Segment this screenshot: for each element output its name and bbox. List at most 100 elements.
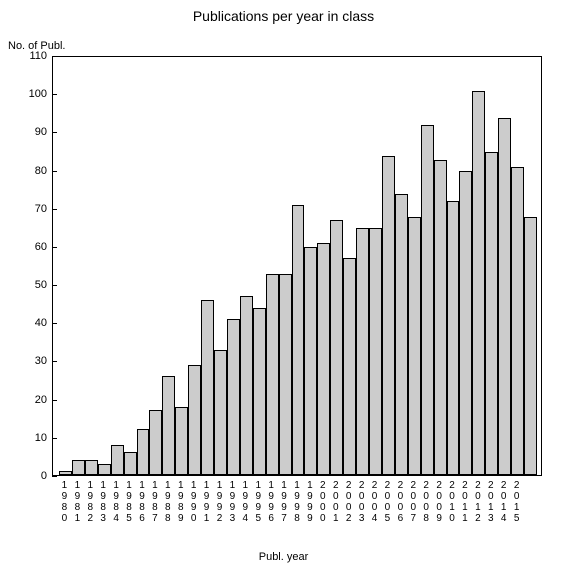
xtick-label: 2012 [473, 480, 483, 524]
ytick-mark [52, 56, 57, 57]
ytick-label: 40 [17, 317, 47, 329]
xtick-label: 2003 [357, 480, 367, 524]
bar [434, 160, 447, 475]
xtick-label: 2008 [421, 480, 431, 524]
bar [524, 217, 537, 475]
xtick-label: 1986 [137, 480, 147, 524]
bar [266, 274, 279, 475]
ytick-mark [52, 171, 57, 172]
bar [498, 118, 511, 475]
bar [382, 156, 395, 475]
bar [330, 220, 343, 475]
bar [369, 228, 382, 475]
ytick-mark [52, 361, 57, 362]
ytick-mark [52, 247, 57, 248]
xtick-label: 1998 [292, 480, 302, 524]
xtick-label: 1985 [124, 480, 134, 524]
ytick-mark [52, 285, 57, 286]
xtick-label: 2010 [447, 480, 457, 524]
xtick-label: 1982 [85, 480, 95, 524]
bar [408, 217, 421, 475]
ytick-label: 10 [17, 432, 47, 444]
ytick-label: 0 [17, 470, 47, 482]
bar [472, 91, 485, 475]
ytick-label: 80 [17, 165, 47, 177]
xtick-label: 1991 [202, 480, 212, 524]
xtick-label: 2002 [344, 480, 354, 524]
bar [137, 429, 150, 475]
bar [447, 201, 460, 475]
xtick-label: 1992 [214, 480, 224, 524]
ytick-mark [52, 94, 57, 95]
ytick-mark [52, 132, 57, 133]
bar [304, 247, 317, 475]
bar [188, 365, 201, 475]
bar [201, 300, 214, 475]
bar [162, 376, 175, 475]
chart-container: Publications per year in class No. of Pu… [0, 0, 567, 567]
xtick-label: 2006 [395, 480, 405, 524]
xtick-label: 2015 [512, 480, 522, 524]
ytick-label: 90 [17, 126, 47, 138]
ytick-label: 100 [17, 88, 47, 100]
bar [175, 407, 188, 475]
ytick-label: 20 [17, 394, 47, 406]
bar [279, 274, 292, 475]
bar [59, 471, 72, 475]
xtick-label: 2004 [370, 480, 380, 524]
bar [149, 410, 162, 475]
bar [72, 460, 85, 475]
ytick-mark [52, 209, 57, 210]
bar [395, 194, 408, 475]
bar [343, 258, 356, 475]
ytick-mark [52, 438, 57, 439]
xtick-label: 1993 [227, 480, 237, 524]
xtick-label: 1997 [279, 480, 289, 524]
xtick-label: 1981 [72, 480, 82, 524]
plot-area [52, 56, 542, 476]
xtick-label: 2000 [318, 480, 328, 524]
xtick-label: 1987 [150, 480, 160, 524]
bar [292, 205, 305, 475]
xtick-label: 1988 [163, 480, 173, 524]
bar [124, 452, 137, 475]
ytick-label: 30 [17, 355, 47, 367]
chart-title: Publications per year in class [0, 8, 567, 24]
ytick-mark [52, 400, 57, 401]
bar [98, 464, 111, 475]
bar [85, 460, 98, 475]
bar [214, 350, 227, 475]
xtick-label: 2009 [434, 480, 444, 524]
ytick-label: 110 [17, 50, 47, 62]
x-axis-label: Publ. year [0, 551, 567, 563]
bar [421, 125, 434, 475]
xtick-label: 2007 [408, 480, 418, 524]
ytick-label: 60 [17, 241, 47, 253]
bar [485, 152, 498, 475]
bar [240, 296, 253, 475]
xtick-label: 1995 [253, 480, 263, 524]
bar [511, 167, 524, 475]
xtick-label: 2001 [331, 480, 341, 524]
xtick-label: 1994 [240, 480, 250, 524]
xtick-label: 2014 [499, 480, 509, 524]
xtick-label: 2013 [486, 480, 496, 524]
xtick-label: 1980 [59, 480, 69, 524]
bar [317, 243, 330, 475]
xtick-label: 1990 [189, 480, 199, 524]
bar [227, 319, 240, 475]
xtick-label: 1984 [111, 480, 121, 524]
xtick-label: 1983 [98, 480, 108, 524]
xtick-label: 2011 [460, 480, 470, 524]
xtick-label: 1989 [176, 480, 186, 524]
ytick-mark [52, 323, 57, 324]
xtick-label: 1999 [305, 480, 315, 524]
ytick-label: 50 [17, 279, 47, 291]
bar [111, 445, 124, 475]
bar [253, 308, 266, 475]
ytick-mark [52, 476, 57, 477]
bar [459, 171, 472, 475]
bar [356, 228, 369, 475]
ytick-label: 70 [17, 203, 47, 215]
xtick-label: 2005 [382, 480, 392, 524]
